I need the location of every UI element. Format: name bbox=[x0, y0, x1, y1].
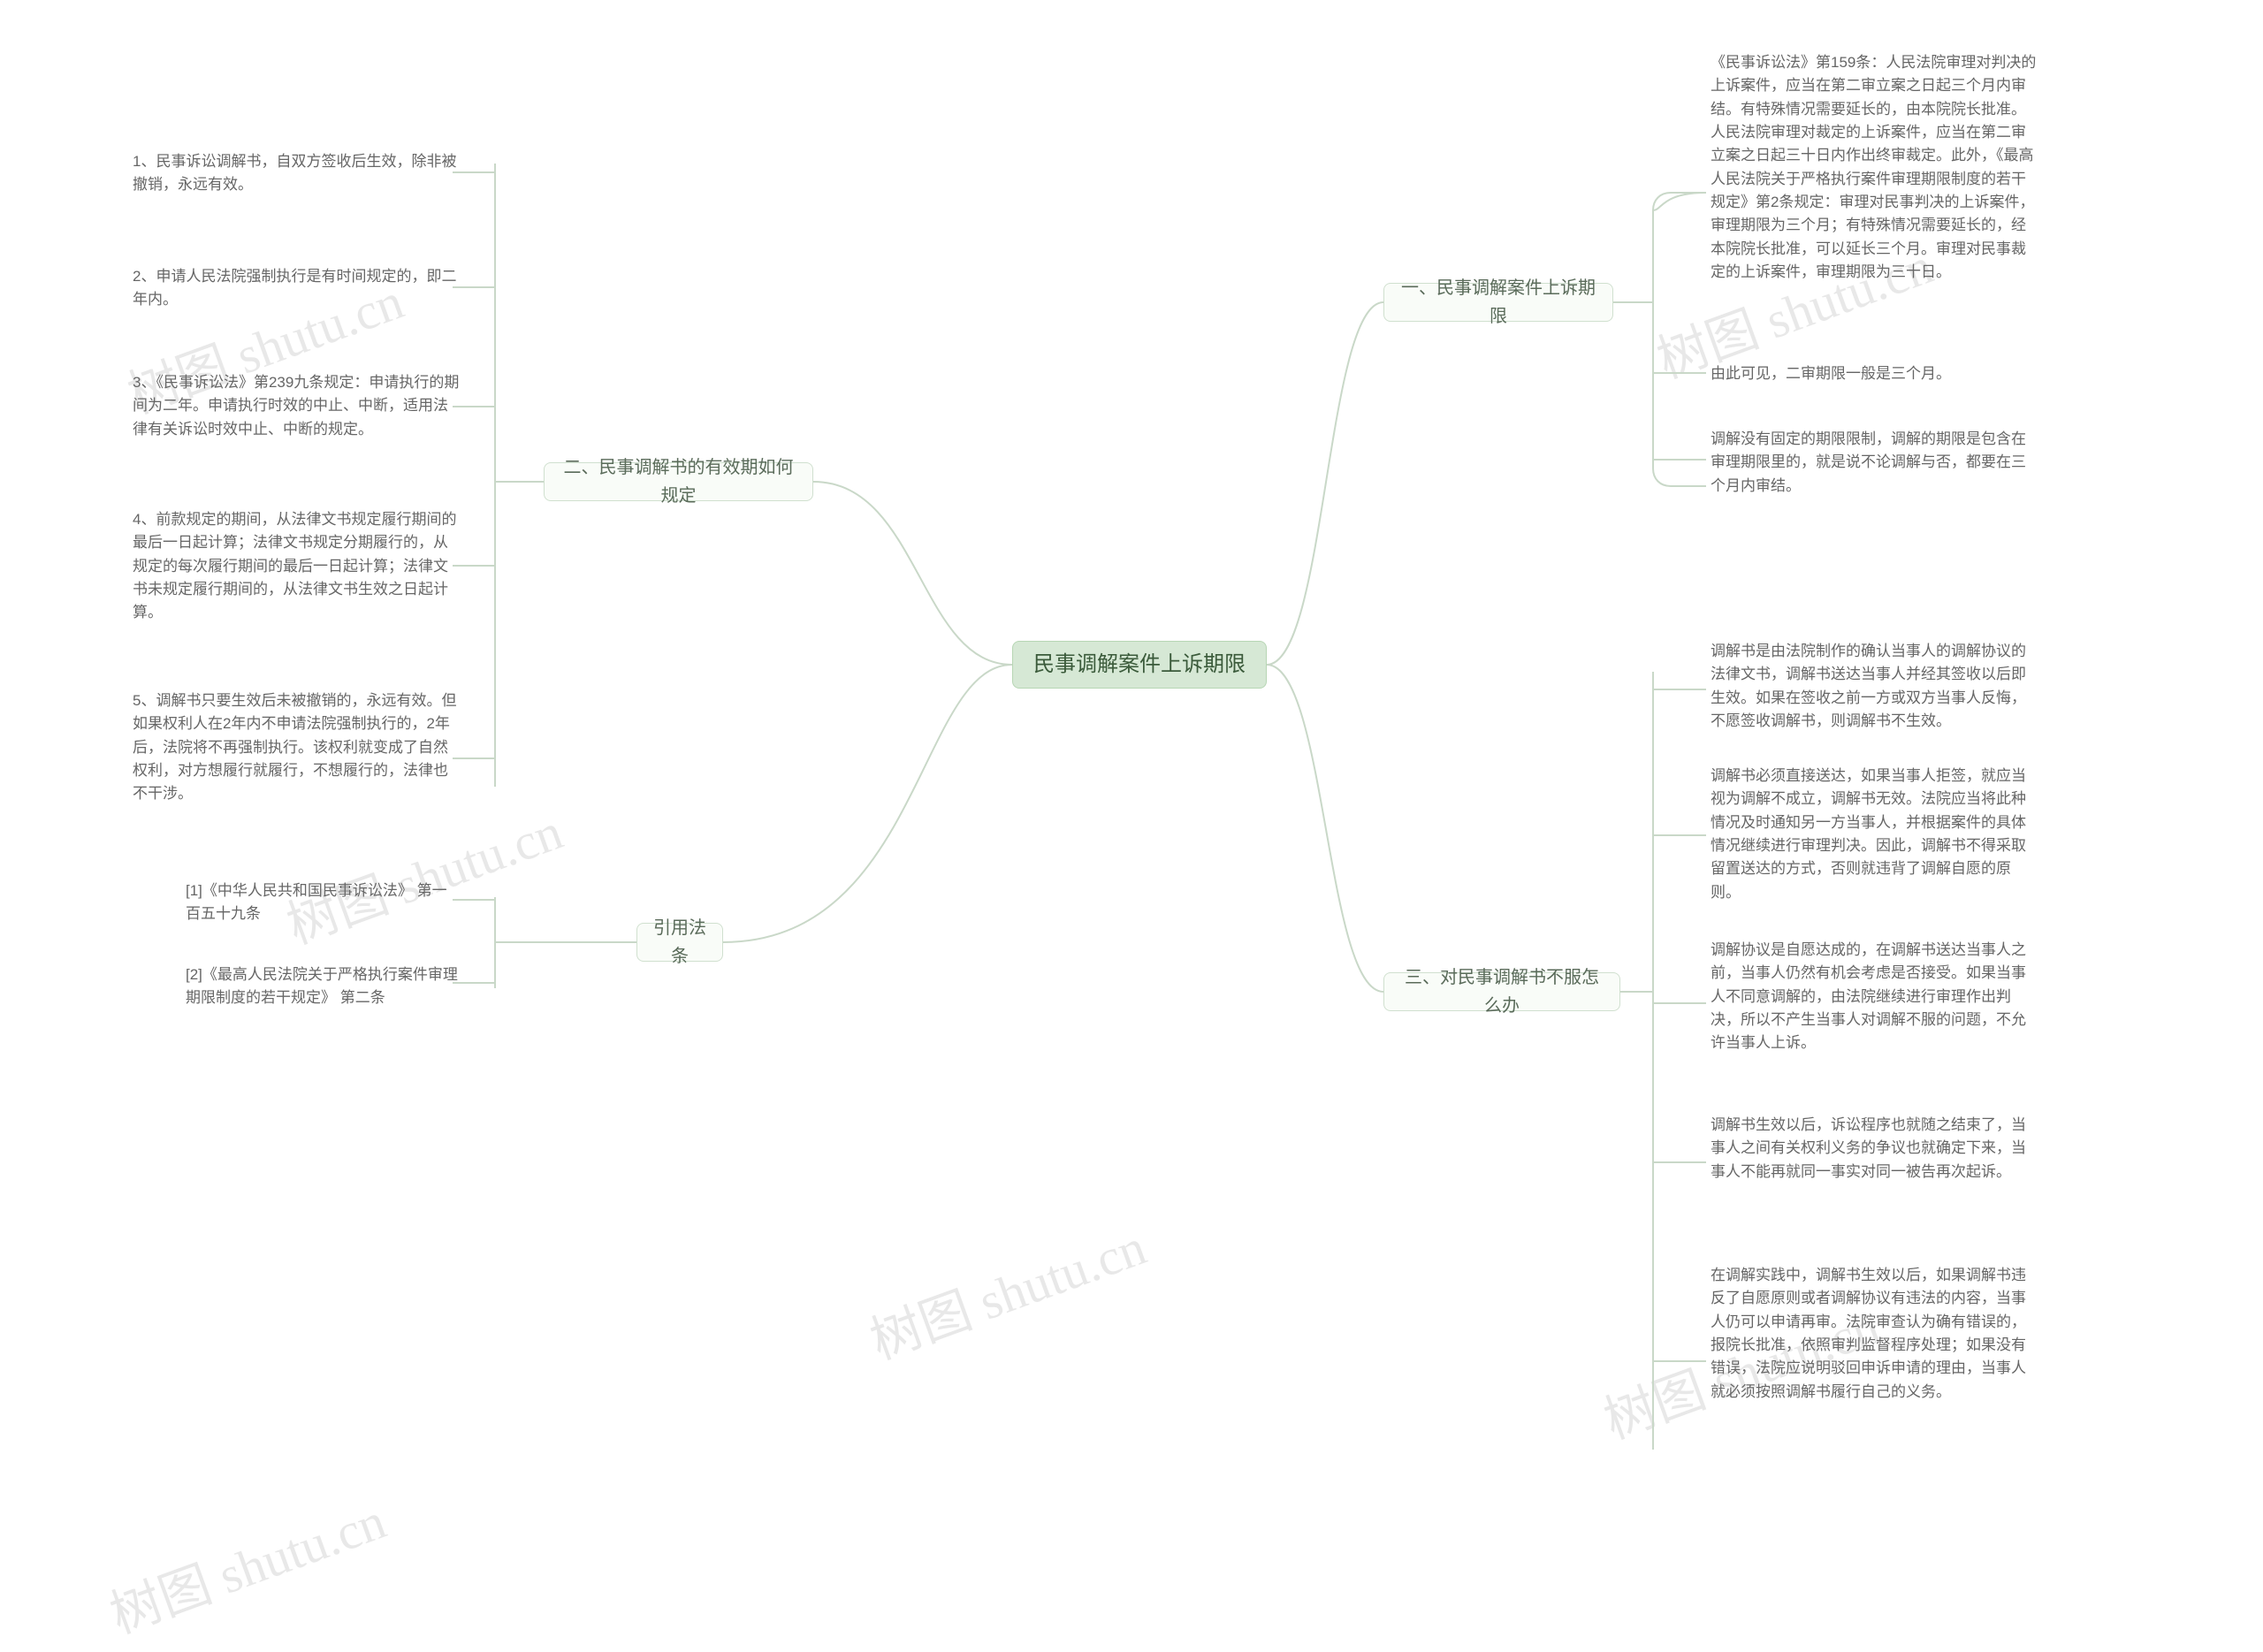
leaf-b2-2: 3、《民事诉讼法》第239九条规定：申请执行的期间为二年。申请执行时效的中止、中… bbox=[133, 371, 460, 441]
leaf-b3-4: 在调解实践中，调解书生效以后，如果调解书违反了自愿原则或者调解协议有违法的内容，… bbox=[1711, 1264, 2038, 1404]
leaf-b1-2: 调解没有固定的期限限制，调解的期限是包含在审理期限里的，就是说不论调解与否，都要… bbox=[1711, 428, 2038, 498]
watermark: 树图 shutu.cn bbox=[858, 1206, 1154, 1374]
branch-b2: 二、民事调解书的有效期如何规定 bbox=[544, 462, 813, 501]
branch-b2-label: 二、民事调解书的有效期如何规定 bbox=[560, 453, 796, 510]
branch-b3: 三、对民事调解书不服怎么办 bbox=[1383, 972, 1620, 1011]
watermark: 树图 shutu.cn bbox=[275, 790, 571, 958]
leaf-b4-0: [1]《中华人民共和国民事诉讼法》 第一百五十九条 bbox=[186, 879, 460, 926]
leaf-b4-1: [2]《最高人民法院关于严格执行案件审理期限制度的若干规定》 第二条 bbox=[186, 963, 460, 1010]
branch-b3-label: 三、对民事调解书不服怎么办 bbox=[1400, 963, 1604, 1020]
leaf-b3-1: 调解书必须直接送达，如果当事人拒签，就应当视为调解不成立，调解书无效。法院应当将… bbox=[1711, 765, 2038, 904]
leaf-b3-0: 调解书是由法院制作的确认当事人的调解协议的法律文书，调解书送达当事人并经其签收以… bbox=[1711, 640, 2038, 733]
leaf-b3-3: 调解书生效以后，诉讼程序也就随之结束了，当事人之间有关权利义务的争议也就确定下来… bbox=[1711, 1114, 2038, 1184]
center-label: 民事调解案件上诉期限 bbox=[1033, 648, 1246, 681]
leaf-b1-1: 由此可见，二审期限一般是三个月。 bbox=[1711, 362, 1951, 385]
leaf-b2-4: 5、调解书只要生效后未被撤销的，永远有效。但如果权利人在2年内不申请法院强制执行… bbox=[133, 689, 460, 806]
watermark: 树图 shutu.cn bbox=[98, 1480, 394, 1648]
leaf-b3-2: 调解协议是自愿达成的，在调解书送达当事人之前，当事人仍然有机会考虑是否接受。如果… bbox=[1711, 939, 2038, 1055]
leaf-b2-1: 2、申请人民法院强制执行是有时间规定的，即二年内。 bbox=[133, 265, 460, 312]
branch-b4-label: 引用法条 bbox=[653, 914, 706, 971]
branch-b1: 一、民事调解案件上诉期限 bbox=[1383, 283, 1613, 322]
leaf-b2-0: 1、民事诉讼调解书，自双方签收后生效，除非被撤销，永远有效。 bbox=[133, 150, 460, 197]
leaf-b1-0: 《民事诉讼法》第159条：人民法院审理对判决的上诉案件，应当在第二审立案之日起三… bbox=[1711, 51, 2038, 284]
branch-b4: 引用法条 bbox=[636, 923, 723, 962]
center-node: 民事调解案件上诉期限 bbox=[1012, 641, 1267, 689]
leaf-b2-3: 4、前款规定的期间，从法律文书规定履行期间的最后一日起计算；法律文书规定分期履行… bbox=[133, 508, 460, 625]
branch-b1-label: 一、民事调解案件上诉期限 bbox=[1400, 274, 1596, 331]
